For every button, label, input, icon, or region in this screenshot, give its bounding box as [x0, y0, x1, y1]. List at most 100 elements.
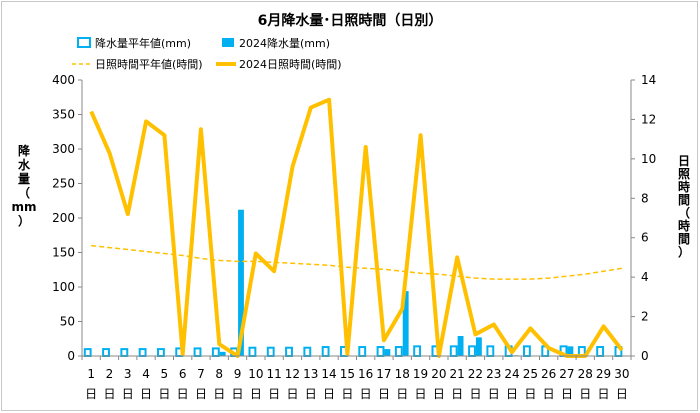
normal-rain-bar-3 [120, 348, 129, 358]
legend: 降水量平年値(mm) 2024降水量(mm) 日照時間平年値(時間) 2024日照時間… [72, 36, 342, 71]
x-tick-label-27: 27 [559, 367, 574, 381]
x-tick-label-11: 11 [267, 367, 282, 381]
x-axis: 1日2日3日4日5日6日7日8日9日10日11日12日13日14日15日16日1… [81, 355, 632, 401]
right-axis-label-char-7: ） [678, 244, 690, 259]
right-axis-label-char-2: 時 [678, 179, 690, 194]
x-tick-label-14: 14 [321, 367, 336, 381]
x-tick-label-16: 16 [358, 367, 373, 381]
x-tick-day-20: 日 [433, 387, 445, 401]
normal-rain-bar-29 [596, 346, 605, 357]
legend-swatch-1 [222, 38, 234, 47]
x-tick-label-26: 26 [541, 367, 556, 381]
right-tick-label-6: 6 [641, 231, 649, 245]
normal-rain-bar-2 [102, 348, 110, 358]
rain-bar-18 [402, 291, 409, 356]
normal-rain-bar-5 [156, 348, 165, 358]
normal-rain-bar-11 [266, 346, 275, 358]
x-tick-day-15: 日 [341, 387, 353, 401]
rain-bar-17 [384, 349, 391, 356]
x-tick-day-3: 日 [122, 387, 134, 401]
rain-bar-22 [475, 337, 482, 356]
left-tick-label-50: 50 [60, 315, 75, 329]
normal-rain-bar-16 [358, 346, 367, 357]
left-tick-label-400: 400 [52, 73, 75, 87]
x-tick-label-15: 15 [340, 367, 355, 381]
rain-bar-8 [219, 351, 226, 356]
right-tick-label-8: 8 [641, 191, 649, 205]
x-tick-day-27: 日 [561, 387, 573, 401]
right-axis-label-char-3: 間 [678, 193, 690, 207]
x-tick-label-3: 3 [124, 367, 132, 381]
left-tick-label-300: 300 [52, 142, 75, 156]
right-axis-label-char-5: 時 [678, 218, 690, 233]
left-axis-label-char-0: 降 [18, 143, 31, 158]
right-axis-label-char-4: （ [678, 205, 690, 220]
x-tick-label-20: 20 [431, 367, 446, 381]
left-tick-label-200: 200 [52, 211, 75, 225]
right-tick-label-2: 2 [641, 310, 649, 324]
normal-rain-bar-25 [522, 345, 531, 357]
normal-rain-bar-13 [303, 346, 312, 358]
x-tick-label-13: 13 [303, 367, 318, 381]
x-tick-label-12: 12 [285, 367, 300, 381]
x-tick-day-10: 日 [250, 387, 262, 401]
x-tick-day-7: 日 [195, 387, 207, 401]
legend-label-3: 2024日照時間(時間) [239, 58, 342, 71]
x-tick-label-29: 29 [596, 367, 611, 381]
x-tick-day-17: 日 [378, 387, 390, 401]
x-tick-label-24: 24 [504, 367, 519, 381]
x-tick-label-8: 8 [215, 367, 223, 381]
normal-rain-bar-4 [138, 348, 147, 358]
x-tick-day-5: 日 [158, 387, 170, 401]
x-tick-day-9: 日 [232, 387, 244, 401]
right-axis-label-char-6: 間 [678, 232, 690, 246]
x-tick-day-11: 日 [268, 387, 280, 401]
x-tick-label-22: 22 [468, 367, 483, 381]
left-axis-label-char-1: 水 [18, 157, 31, 172]
right-tick-label-0: 0 [641, 349, 649, 363]
x-tick-day-29: 日 [598, 387, 610, 401]
x-tick-day-1: 日 [85, 387, 97, 401]
right-axis-label-char-1: 照 [678, 166, 690, 181]
x-tick-label-1: 1 [87, 367, 95, 381]
left-tick-label-0: 0 [67, 349, 75, 363]
x-tick-label-25: 25 [523, 367, 538, 381]
x-tick-day-18: 日 [396, 387, 408, 401]
x-tick-day-6: 日 [177, 387, 189, 401]
left-tick-label-100: 100 [52, 280, 75, 294]
left-tick-label-250: 250 [52, 177, 75, 191]
x-tick-label-17: 17 [376, 367, 391, 381]
x-tick-label-19: 19 [413, 367, 428, 381]
chart-title: 6月降水量･日照時間（日別） [258, 12, 443, 29]
x-tick-day-28: 日 [579, 387, 591, 401]
legend-label-0: 降水量平年値(mm) [95, 36, 191, 50]
left-axis: 0 50 100 150 200 250 300 350 400 [52, 73, 83, 363]
x-tick-day-25: 日 [524, 387, 536, 401]
normal-rain-bar-12 [285, 346, 293, 358]
left-axis-label-char-2: 量 [18, 172, 30, 186]
right-tick-label-10: 10 [641, 152, 656, 166]
right-axis-label-char-0: 日 [678, 154, 690, 168]
x-tick-day-8: 日 [213, 387, 225, 401]
left-axis-label-char-4: mm [11, 200, 36, 214]
x-tick-label-7: 7 [197, 367, 205, 381]
x-tick-day-14: 日 [323, 387, 335, 401]
x-tick-day-21: 日 [451, 387, 463, 401]
legend-swatch-0 [77, 37, 91, 48]
normal-rain-bar-22 [468, 345, 476, 357]
x-tick-day-19: 日 [415, 387, 427, 401]
rain-bar-9 [238, 209, 244, 356]
right-tick-label-4: 4 [641, 270, 649, 284]
x-tick-day-26: 日 [543, 387, 555, 401]
x-tick-day-13: 日 [305, 387, 317, 401]
normal-rain-bar-1 [83, 348, 92, 358]
x-tick-day-30: 日 [616, 387, 628, 401]
normal-rain-bar-14 [321, 346, 330, 357]
x-tick-day-12: 日 [286, 387, 298, 401]
left-axis-label-char-5: ） [18, 213, 30, 228]
x-tick-day-2: 日 [103, 387, 115, 401]
left-tick-label-350: 350 [52, 108, 75, 122]
normal-rain-bar-18 [394, 346, 403, 357]
x-tick-label-10: 10 [248, 367, 263, 381]
